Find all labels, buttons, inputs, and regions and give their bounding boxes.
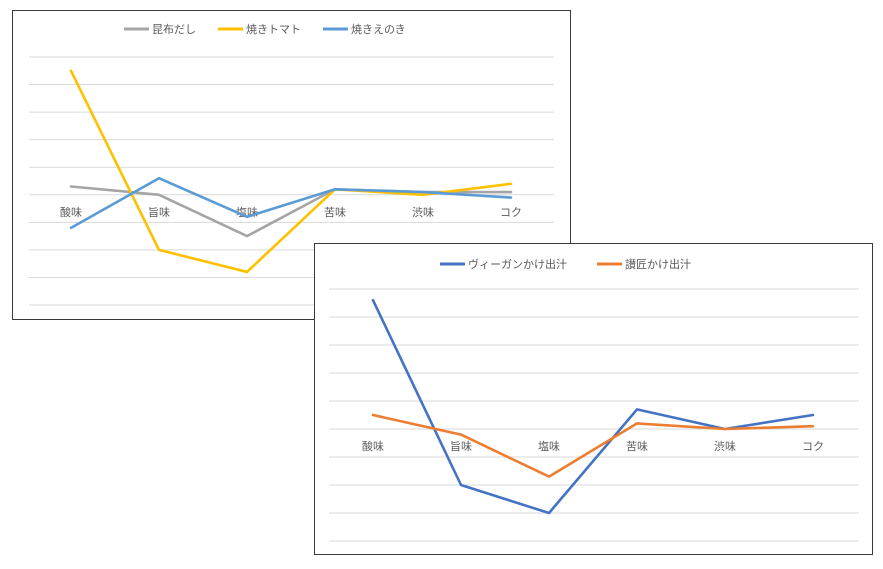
category-label: コク [500,206,522,219]
legend: ヴィーガンかけ出汁 讃匠かけ出汁 [440,257,691,271]
legend-label: 焼きえのき [351,23,406,36]
category-label: 渋味 [412,206,434,219]
category-label: 渋味 [714,440,736,453]
category-label: 酸味 [362,439,384,453]
category-label: コク [802,440,824,453]
gridlines [329,288,859,542]
category-label: 塩味 [538,439,560,453]
series-line-1 [371,298,815,515]
category-label: 旨味 [148,206,170,219]
chart-panel-1: 酸味 旨味 塩味 苦味 渋味 コク 昆布だし 焼きトマト 焼きえのき [12,10,571,320]
category-axis: 酸味 旨味 塩味 苦味 渋味 コク [362,439,824,453]
series-line-2 [371,413,815,478]
legend-label: 焼きトマト [246,23,301,36]
category-label: 苦味 [626,440,648,453]
legend-label: 昆布だし [152,23,196,36]
category-label: 旨味 [450,440,472,453]
chart-panel-2: 酸味 旨味 塩味 苦味 渋味 コク ヴィーガンかけ出汁 讃匠かけ出汁 [314,243,873,555]
category-label: 苦味 [324,206,346,219]
legend-label: ヴィーガンかけ出汁 [468,257,567,271]
category-axis: 酸味 旨味 塩味 苦味 渋味 コク [60,205,522,219]
series-line-2 [69,69,513,274]
line-chart-2: 酸味 旨味 塩味 苦味 渋味 コク ヴィーガンかけ出汁 讃匠かけ出汁 [329,257,859,542]
legend: 昆布だし 焼きトマト 焼きえのき [124,23,406,36]
series-line-3 [69,176,513,230]
legend-label: 讃匠かけ出汁 [625,257,691,271]
category-label: 酸味 [60,205,82,219]
